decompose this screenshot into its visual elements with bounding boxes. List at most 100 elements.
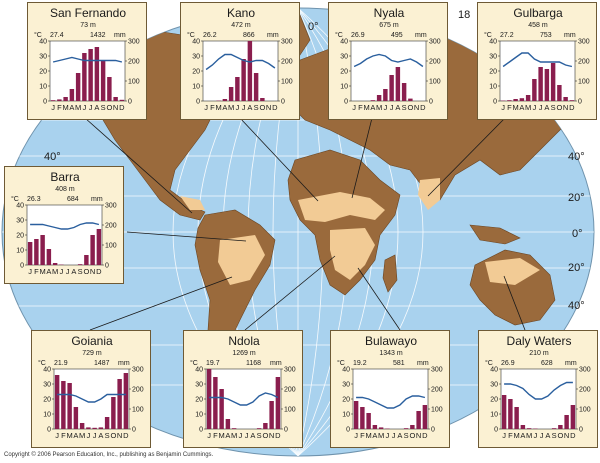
month-label: M xyxy=(514,431,520,440)
month-label: A xyxy=(225,431,230,440)
precip-tick-label: 300 xyxy=(429,39,441,46)
plot-area xyxy=(205,368,282,430)
precip-bar-6 xyxy=(88,49,93,101)
month-label: N xyxy=(90,267,95,276)
savanna-regions xyxy=(180,178,540,285)
month-label: M xyxy=(40,267,46,276)
month-label: A xyxy=(520,431,525,440)
precip-bar-2 xyxy=(219,389,224,429)
precip-bar-11 xyxy=(123,373,129,429)
month-label: J xyxy=(89,103,93,112)
precip-bar-4 xyxy=(75,73,81,101)
precip-unit: mm xyxy=(565,360,577,367)
precip-bar-11 xyxy=(119,99,125,101)
lon-label-180: 18 xyxy=(458,9,470,21)
annual-precipitation: 1168 xyxy=(246,360,261,367)
precip-unit: mm xyxy=(118,360,130,367)
month-label: F xyxy=(507,103,512,112)
precip-bar-11 xyxy=(96,229,102,265)
temp-tick-label: 40 xyxy=(39,39,47,46)
temp-tick-label: 20 xyxy=(489,69,497,76)
temp-tick-label: 30 xyxy=(489,54,497,61)
temp-unit: °C xyxy=(187,31,195,39)
temp-tick-label: 10 xyxy=(16,248,24,255)
precip-bar-5 xyxy=(532,79,537,101)
climograph-barra: Barra 408 m °C 26.3 684 mm 0 10 20 30 40 0 100 200 300… xyxy=(4,166,124,284)
month-label: J xyxy=(51,103,55,112)
month-label: M xyxy=(525,103,531,112)
precip-bar-11 xyxy=(569,100,575,101)
precip-unit: mm xyxy=(91,196,103,203)
temperature-line xyxy=(356,395,426,409)
precip-tick-label: 200 xyxy=(132,387,144,394)
mean-temperature: 21.9 xyxy=(54,360,68,367)
temp-tick-label: 0 xyxy=(43,99,47,106)
climograph-gulbarga: Gulbarga 458 m °C 27.2 753 mm 0 10 20 30 40 0 100 200… xyxy=(477,2,597,120)
annual-precipitation: 1487 xyxy=(94,360,110,367)
precip-bar-8 xyxy=(77,264,83,265)
temp-unit: °C xyxy=(34,31,42,39)
temp-unit: °C xyxy=(190,359,198,367)
mean-temperature: 26.9 xyxy=(351,32,365,39)
temp-tick-label: 20 xyxy=(43,397,51,404)
month-label: A xyxy=(370,103,375,112)
precip-bar-10 xyxy=(113,97,118,101)
precip-bar-8 xyxy=(403,428,409,429)
month-label: S xyxy=(402,103,407,112)
precip-bar-4 xyxy=(525,95,531,101)
precip-bar-6 xyxy=(92,427,97,429)
month-label: M xyxy=(63,103,69,112)
temp-tick-label: 10 xyxy=(192,84,200,91)
precip-bar-1 xyxy=(213,377,218,429)
temp-unit: °C xyxy=(335,31,343,39)
annual-precipitation: 684 xyxy=(67,196,79,203)
temp-tick-label: 20 xyxy=(192,69,200,76)
savanna-india xyxy=(418,178,440,210)
temp-tick-label: 0 xyxy=(196,99,200,106)
precip-tick-label: 100 xyxy=(431,407,443,414)
precip-bar-6 xyxy=(538,67,543,101)
precip-bar-10 xyxy=(90,235,95,265)
precip-bar-2 xyxy=(67,383,72,429)
month-label: A xyxy=(250,431,255,440)
month-label: A xyxy=(222,103,227,112)
precip-bar-3 xyxy=(225,419,231,429)
month-label: N xyxy=(416,431,421,440)
month-label: F xyxy=(34,267,39,276)
climograph-goiania: Goiania 729 m °C 21.9 1487 mm 0 10 20 30 40 0 100 200… xyxy=(31,330,151,448)
month-label: A xyxy=(46,267,51,276)
precip-bar-7 xyxy=(247,41,253,101)
precip-tick-label: 0 xyxy=(578,99,582,106)
temp-tick-label: 40 xyxy=(195,367,203,374)
copyright-notice: Copyright © 2006 Pearson Education, Inc.… xyxy=(4,452,214,458)
precip-bar-7 xyxy=(98,427,104,429)
precip-bar-3 xyxy=(73,407,79,429)
station-name: Goiania xyxy=(71,334,113,348)
precip-bar-1 xyxy=(34,239,39,265)
month-label: J xyxy=(83,103,87,112)
station-elevation: 1343 m xyxy=(379,350,403,357)
month-label: F xyxy=(360,431,365,440)
precip-bar-5 xyxy=(383,89,388,101)
precip-bar-2 xyxy=(63,97,68,101)
month-label: J xyxy=(540,431,544,440)
precip-bar-6 xyxy=(241,59,246,101)
climograph-bulawayo: Bulawayo 1343 m °C 19.2 581 mm 0 10 20 30 40 0 100 20… xyxy=(330,330,450,448)
precip-tick-label: 200 xyxy=(431,387,443,394)
climograph-san-fernando: San Fernando 73 m °C 27.4 1432 mm 0 10 20 30 40 0 10… xyxy=(27,2,147,120)
climograph-nyala: Nyala 675 m °C 26.9 495 mm 0 10 20 30 40 0 100 200 300… xyxy=(328,2,448,120)
precip-tick-label: 300 xyxy=(281,39,293,46)
month-label: O xyxy=(106,103,112,112)
month-label: J xyxy=(533,103,537,112)
temperature-line xyxy=(205,53,276,71)
annual-precipitation: 1432 xyxy=(90,32,106,39)
month-label: A xyxy=(545,431,550,440)
month-label: M xyxy=(75,103,81,112)
mean-temperature: 27.4 xyxy=(50,32,64,39)
precip-bar-5 xyxy=(235,77,240,101)
month-label: J xyxy=(55,431,59,440)
temp-tick-label: 0 xyxy=(493,99,497,106)
month-label: A xyxy=(69,103,74,112)
month-label: N xyxy=(113,103,118,112)
precip-bar-0 xyxy=(54,375,60,429)
